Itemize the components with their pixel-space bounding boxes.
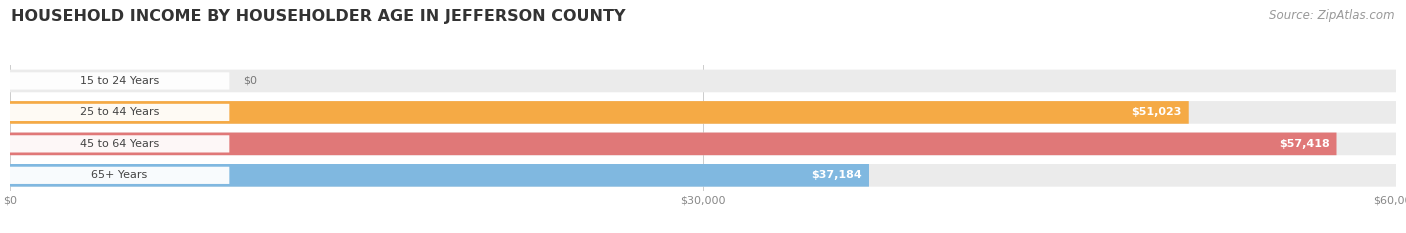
FancyBboxPatch shape <box>10 135 229 152</box>
Text: 25 to 44 Years: 25 to 44 Years <box>80 107 159 117</box>
FancyBboxPatch shape <box>10 101 1396 124</box>
FancyBboxPatch shape <box>10 164 1396 187</box>
FancyBboxPatch shape <box>10 133 1396 155</box>
Text: $37,184: $37,184 <box>811 170 862 180</box>
Text: HOUSEHOLD INCOME BY HOUSEHOLDER AGE IN JEFFERSON COUNTY: HOUSEHOLD INCOME BY HOUSEHOLDER AGE IN J… <box>11 9 626 24</box>
Text: Source: ZipAtlas.com: Source: ZipAtlas.com <box>1270 9 1395 22</box>
Text: $0: $0 <box>243 76 257 86</box>
Text: 45 to 64 Years: 45 to 64 Years <box>80 139 159 149</box>
FancyBboxPatch shape <box>10 101 1188 124</box>
FancyBboxPatch shape <box>10 133 1337 155</box>
FancyBboxPatch shape <box>10 70 1396 92</box>
Text: $51,023: $51,023 <box>1132 107 1182 117</box>
FancyBboxPatch shape <box>10 72 229 89</box>
FancyBboxPatch shape <box>10 167 229 184</box>
Text: 65+ Years: 65+ Years <box>91 170 148 180</box>
Text: 15 to 24 Years: 15 to 24 Years <box>80 76 159 86</box>
Text: $57,418: $57,418 <box>1279 139 1330 149</box>
FancyBboxPatch shape <box>10 104 229 121</box>
FancyBboxPatch shape <box>10 164 869 187</box>
